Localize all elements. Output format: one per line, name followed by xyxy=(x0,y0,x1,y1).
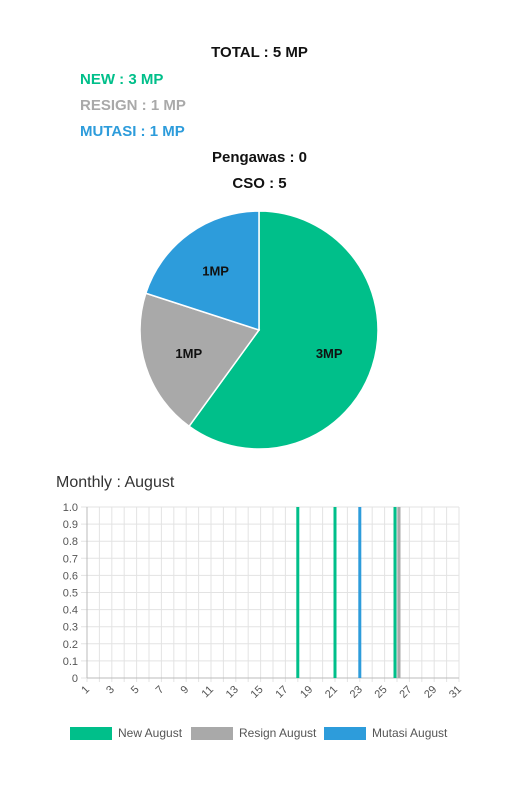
y-tick-label: 0.1 xyxy=(63,656,78,668)
x-tick-label: 11 xyxy=(200,684,217,701)
x-tick-label: 1 xyxy=(79,684,92,697)
x-tick-label: 15 xyxy=(249,684,266,701)
x-tick-label: 13 xyxy=(224,684,241,701)
y-tick-label: 0.2 xyxy=(63,639,78,651)
bar-new-day-21 xyxy=(333,507,337,678)
pie-chart: 3MP 1MP 1MP xyxy=(139,210,379,450)
pie-slice-new xyxy=(188,210,379,450)
mutasi-summary: MUTASI : 1 MP xyxy=(80,123,185,140)
y-tick-label: 0.3 xyxy=(63,622,78,634)
legend-swatch-resign xyxy=(191,726,233,740)
y-tick-label: 0.4 xyxy=(63,605,78,617)
resign-summary: RESIGN : 1 MP xyxy=(80,97,186,114)
monthly-chart-title: Monthly : August xyxy=(56,474,175,491)
legend-resign[interactable]: Resign August xyxy=(191,726,316,740)
x-tick-label: 27 xyxy=(397,684,414,701)
pengawas-count: Pengawas : 0 xyxy=(211,149,308,166)
pie-slice-resign xyxy=(139,292,261,428)
x-tick-label: 21 xyxy=(323,684,340,701)
y-tick-label: 0.7 xyxy=(63,553,78,565)
x-tick-label: 19 xyxy=(298,684,315,701)
legend-label-resign: Resign August xyxy=(239,726,317,740)
bar-new-day-18 xyxy=(296,507,300,678)
pie-label-new: 3MP xyxy=(316,346,343,361)
y-tick-label: 0.8 xyxy=(63,536,78,548)
y-tick-label: 0.6 xyxy=(63,570,78,582)
bar-mutasi-day-23 xyxy=(358,507,362,678)
y-tick-label: 0.9 xyxy=(63,519,78,531)
cso-count: CSO : 5 xyxy=(232,175,287,192)
x-tick-label: 9 xyxy=(179,684,192,697)
y-tick-label: 1.0 xyxy=(63,502,78,514)
legend-new[interactable]: New August xyxy=(70,726,182,740)
x-tick-label: 25 xyxy=(373,684,390,701)
total-summary: TOTAL : 5 MP xyxy=(211,44,308,61)
pie-label-mutasi: 1MP xyxy=(202,263,229,278)
monthly-bar-chart: 00.10.20.30.40.50.60.70.80.91.01 3 5 7 9 11 13… xyxy=(63,502,464,701)
legend-mutasi[interactable]: Mutasi August xyxy=(324,726,447,740)
legend-label-new: New August xyxy=(118,726,183,740)
legend-swatch-new xyxy=(70,726,112,740)
legend-swatch-mutasi xyxy=(324,726,366,740)
x-tick-label: 29 xyxy=(422,684,439,701)
new-summary: NEW : 3 MP xyxy=(80,71,164,88)
bar-resign-day-26 xyxy=(397,507,401,678)
pie-slice-mutasi xyxy=(144,210,260,332)
legend-label-mutasi: Mutasi August xyxy=(372,726,448,740)
x-tick-label: 7 xyxy=(154,684,167,697)
bar-new-day-26 xyxy=(393,507,397,678)
x-tick-label: 23 xyxy=(348,684,365,701)
y-tick-label: 0 xyxy=(72,673,78,685)
x-tick-label: 17 xyxy=(273,684,290,701)
x-tick-label: 31 xyxy=(447,684,464,701)
x-tick-label: 5 xyxy=(129,684,142,697)
x-tick-label: 3 xyxy=(104,684,117,697)
pie-label-resign: 1MP xyxy=(175,346,202,361)
y-tick-label: 0.5 xyxy=(63,588,78,600)
